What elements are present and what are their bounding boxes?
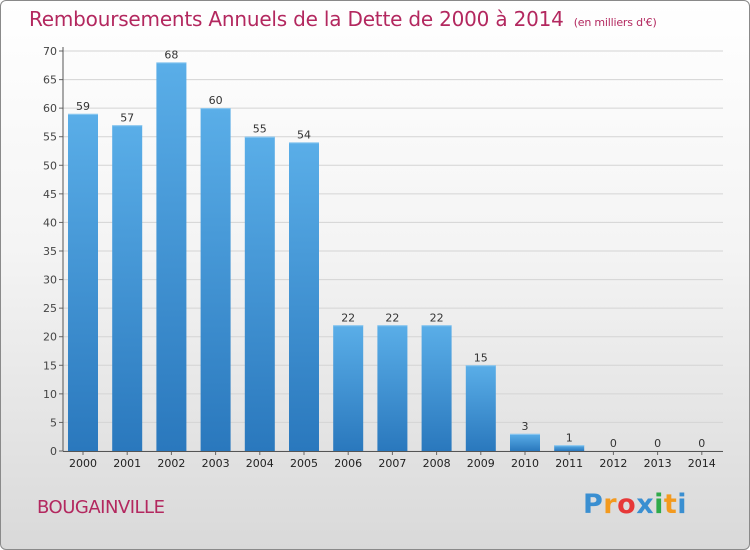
- y-tick-label: 55: [43, 131, 57, 144]
- value-label: 59: [76, 100, 90, 113]
- y-tick-label: 10: [43, 388, 57, 401]
- value-label: 0: [698, 437, 705, 450]
- value-label: 22: [385, 311, 399, 324]
- x-tick-label: 2012: [599, 457, 627, 470]
- value-label: 68: [164, 48, 178, 61]
- y-tick-label: 40: [43, 216, 57, 229]
- y-tick-label: 45: [43, 188, 57, 201]
- city-name: BOUGAINVILLE: [37, 497, 165, 518]
- y-tick-label: 65: [43, 74, 57, 87]
- bar: [244, 136, 275, 451]
- bar: [156, 62, 187, 452]
- bar: [289, 142, 319, 451]
- x-tick-label: 2010: [511, 457, 539, 470]
- x-tick-label: 2003: [202, 457, 230, 470]
- value-label: 1: [566, 431, 573, 444]
- y-tick-label: 0: [50, 445, 57, 458]
- x-tick-label: 2007: [378, 457, 406, 470]
- value-label: 22: [341, 311, 355, 324]
- y-tick-label: 25: [43, 302, 57, 315]
- y-tick-label: 35: [43, 245, 57, 258]
- value-label: 57: [120, 111, 134, 124]
- bar: [377, 325, 408, 451]
- y-tick-label: 60: [43, 102, 57, 115]
- value-label: 54: [297, 128, 311, 141]
- x-tick-label: 2008: [423, 457, 451, 470]
- bar: [68, 113, 98, 451]
- x-tick-label: 2002: [157, 457, 185, 470]
- x-tick-label: 2011: [555, 457, 583, 470]
- value-label: 60: [209, 94, 223, 107]
- value-label: 0: [654, 437, 661, 450]
- logo-letter: o: [617, 489, 637, 520]
- y-tick-label: 30: [43, 274, 57, 287]
- logo-letter: x: [636, 489, 655, 520]
- bars: [68, 62, 585, 452]
- logo-letter: i: [654, 489, 664, 520]
- x-tick-label: 2005: [290, 457, 318, 470]
- bar: [465, 365, 496, 451]
- logo-letter: t: [663, 489, 678, 520]
- x-tick-label: 2006: [334, 457, 362, 470]
- chart-title-text: Remboursements Annuels de la Dette de 20…: [29, 7, 564, 31]
- value-label: 0: [610, 437, 617, 450]
- x-axis-ticks: 2000 2001 2002 2003 2004 2005 2006 2007 2008 2009…: [69, 451, 716, 470]
- y-tick-label: 50: [43, 159, 57, 172]
- y-tick-label: 15: [43, 359, 57, 372]
- value-label: 3: [522, 420, 529, 433]
- bar: [333, 325, 364, 451]
- y-tick-label: 70: [43, 45, 57, 58]
- x-tick-label: 2004: [246, 457, 274, 470]
- chart-unit: (en milliers d'€): [573, 16, 657, 29]
- y-tick-label: 20: [43, 331, 57, 344]
- bar: [510, 433, 540, 451]
- chart-title: Remboursements Annuels de la Dette de 20…: [29, 7, 657, 31]
- bar: [554, 445, 585, 451]
- logo-letter: r: [603, 489, 618, 520]
- axes: [62, 47, 723, 452]
- bar: [200, 108, 231, 452]
- logo-letter: i: [677, 489, 688, 520]
- value-labels: 59 57 68 60 55 54 22 22 22 15 3 1 0 0 0: [76, 48, 705, 450]
- x-tick-label: 2013: [644, 457, 672, 470]
- bar: [112, 125, 143, 452]
- bar: [421, 325, 452, 451]
- x-tick-label: 2001: [113, 457, 141, 470]
- value-label: 55: [253, 123, 267, 136]
- value-label: 22: [430, 311, 444, 324]
- y-tick-label: 5: [50, 416, 57, 429]
- x-tick-label: 2009: [467, 457, 495, 470]
- logo-letter: P: [583, 489, 604, 520]
- value-label: 15: [474, 351, 488, 364]
- y-axis-ticks: 0 5 10 15 20 25 30 35 40 45 50 55 60 65 70: [43, 45, 63, 458]
- x-tick-label: 2014: [688, 457, 716, 470]
- proxiti-logo: Proxiti: [583, 489, 687, 520]
- x-tick-label: 2000: [69, 457, 97, 470]
